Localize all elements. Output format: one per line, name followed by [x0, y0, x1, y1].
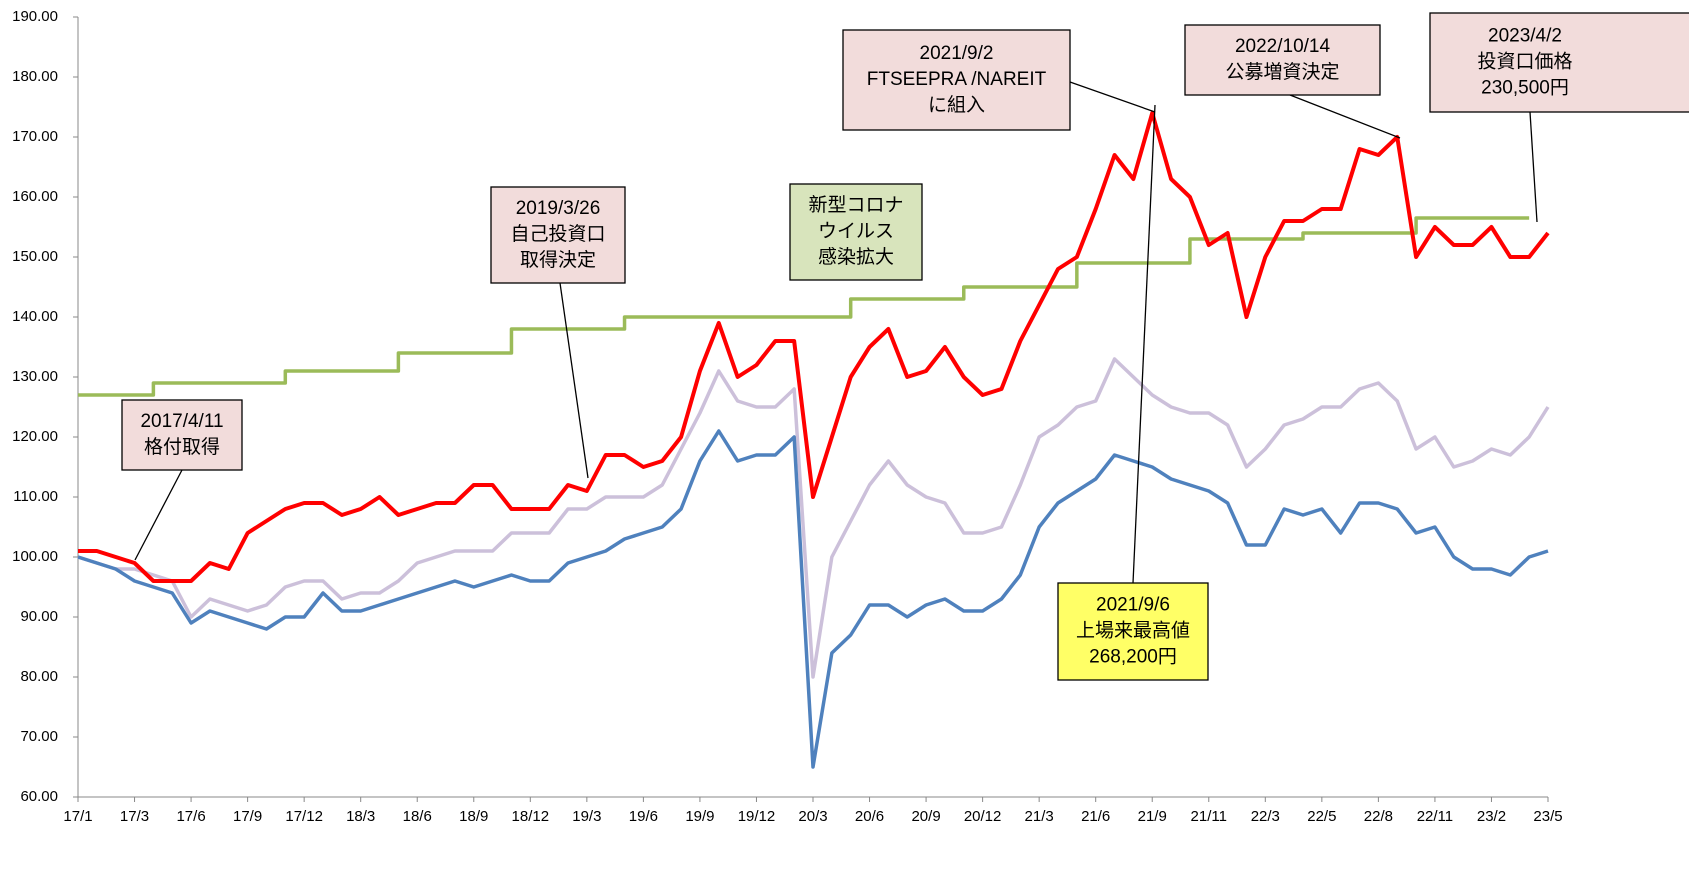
leader-line: [559, 282, 589, 479]
annotation-text: 2017/4/11: [140, 411, 223, 432]
annotation-text: に組入: [928, 94, 985, 116]
annotation-text: 感染拡大: [818, 246, 894, 268]
x-tick-label: 17/12: [285, 808, 323, 825]
x-tick-label: 22/8: [1364, 808, 1393, 825]
series-line: [77, 357, 1550, 679]
annotation-text: 2021/9/2: [920, 43, 994, 64]
annotation-box: [1184, 24, 1381, 96]
leader-line: [1529, 111, 1538, 223]
x-tick-label: 22/11: [1417, 808, 1453, 825]
y-tick-label: 140.00: [12, 308, 58, 325]
x-tick-label: 23/5: [1533, 808, 1562, 825]
y-tick-label: 130.00: [12, 368, 58, 385]
y-tick-label: 160.00: [12, 188, 58, 205]
annotation-text: 自己投資口: [510, 223, 605, 245]
series-line: [77, 429, 1549, 769]
x-tick-label: 18/12: [512, 808, 550, 825]
x-tick-label: 17/1: [63, 808, 92, 825]
x-tick-label: 20/3: [798, 808, 827, 825]
annotation-text: 268,200円: [1089, 647, 1177, 668]
y-tick-label: 170.00: [12, 128, 58, 145]
y-tick-label: 100.00: [12, 548, 58, 565]
annotation-text: 投資口価格: [1477, 51, 1572, 73]
annotation-text: ウイルス: [818, 221, 894, 242]
annotation-text: 2023/4/2: [1488, 26, 1562, 47]
annotation-text: 2019/3/26: [516, 198, 601, 219]
x-tick-label: 23/2: [1477, 808, 1506, 825]
annotation-text: 新型コロナ: [808, 194, 903, 216]
leader-line: [1289, 94, 1401, 139]
annotation-text: 公募増資決定: [1225, 61, 1339, 83]
y-tick-label: 120.00: [12, 428, 58, 445]
series-line: [78, 111, 1550, 583]
annotation-text: 格付取得: [144, 436, 220, 458]
x-tick-label: 17/3: [120, 808, 149, 825]
leader-line: [1069, 81, 1156, 113]
y-tick-label: 150.00: [12, 248, 58, 265]
y-tick-label: 190.00: [12, 8, 58, 25]
x-tick-label: 17/9: [233, 808, 262, 825]
x-tick-label: 20/9: [911, 808, 940, 825]
annotation-box: [490, 186, 626, 284]
annotation-box: [121, 399, 243, 471]
annotation-text: 2022/10/14: [1235, 36, 1331, 57]
x-tick-label: 21/9: [1138, 808, 1167, 825]
x-tick-label: 19/12: [738, 808, 776, 825]
leader-line: [134, 469, 183, 561]
x-tick-label: 18/6: [403, 808, 432, 825]
x-tick-label: 17/6: [176, 808, 205, 825]
x-tick-label: 19/6: [629, 808, 658, 825]
annotation-box: [1429, 12, 1689, 113]
x-tick-label: 20/6: [855, 808, 884, 825]
x-tick-label: 22/3: [1251, 808, 1280, 825]
annotation-text: 取得決定: [520, 249, 596, 271]
x-tick-label: 21/11: [1191, 808, 1227, 825]
x-tick-label: 18/9: [459, 808, 488, 825]
x-tick-label: 19/9: [685, 808, 714, 825]
y-tick-label: 70.00: [20, 728, 58, 745]
annotation-text: 上場来最高値: [1076, 620, 1190, 642]
series-line: [78, 216, 1530, 397]
x-tick-label: 21/3: [1025, 808, 1054, 825]
annotation-text: FTSEEPRA /NAREIT: [867, 69, 1047, 90]
y-tick-label: 90.00: [20, 608, 58, 625]
annotation-box: [789, 183, 923, 281]
y-tick-label: 60.00: [20, 788, 58, 805]
y-tick-label: 180.00: [12, 68, 58, 85]
y-tick-label: 80.00: [20, 668, 58, 685]
leader-line: [1132, 104, 1156, 584]
x-tick-label: 19/3: [572, 808, 601, 825]
y-tick-label: 110.00: [13, 488, 58, 505]
annotation-text: 2021/9/6: [1096, 595, 1170, 616]
x-tick-label: 20/12: [964, 808, 1002, 825]
x-tick-label: 22/5: [1307, 808, 1336, 825]
x-tick-label: 18/3: [346, 808, 375, 825]
annotation-box: [1057, 582, 1209, 681]
annotation-text: 230,500円: [1481, 78, 1569, 99]
x-tick-label: 21/6: [1081, 808, 1110, 825]
annotation-box: [842, 29, 1071, 131]
